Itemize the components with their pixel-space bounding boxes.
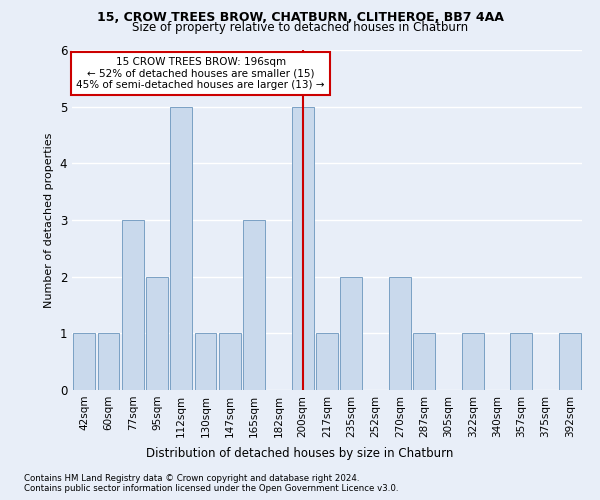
Bar	[219, 334, 241, 390]
Bar	[511, 334, 532, 390]
Bar	[243, 220, 265, 390]
Bar	[389, 276, 411, 390]
Bar	[146, 276, 168, 390]
Bar	[340, 276, 362, 390]
Bar	[97, 334, 119, 390]
Bar	[170, 106, 192, 390]
Y-axis label: Number of detached properties: Number of detached properties	[44, 132, 54, 308]
Bar	[73, 334, 95, 390]
Bar	[316, 334, 338, 390]
Text: Distribution of detached houses by size in Chatburn: Distribution of detached houses by size …	[146, 448, 454, 460]
Text: Contains public sector information licensed under the Open Government Licence v3: Contains public sector information licen…	[24, 484, 398, 493]
Bar	[559, 334, 581, 390]
Bar	[413, 334, 435, 390]
Text: Size of property relative to detached houses in Chatburn: Size of property relative to detached ho…	[132, 22, 468, 35]
Text: 15 CROW TREES BROW: 196sqm
← 52% of detached houses are smaller (15)
45% of semi: 15 CROW TREES BROW: 196sqm ← 52% of deta…	[76, 57, 325, 90]
Text: 15, CROW TREES BROW, CHATBURN, CLITHEROE, BB7 4AA: 15, CROW TREES BROW, CHATBURN, CLITHEROE…	[97, 11, 503, 24]
Bar	[194, 334, 217, 390]
Text: Contains HM Land Registry data © Crown copyright and database right 2024.: Contains HM Land Registry data © Crown c…	[24, 474, 359, 483]
Bar	[292, 106, 314, 390]
Bar	[462, 334, 484, 390]
Bar	[122, 220, 143, 390]
